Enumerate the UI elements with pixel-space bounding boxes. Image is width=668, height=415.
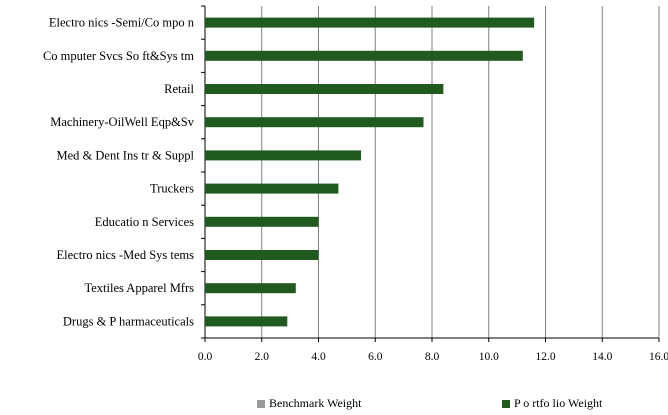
category-label: Truckers — [150, 182, 194, 196]
x-tick-label: 10.0 — [479, 351, 499, 363]
x-tick-label: 6.0 — [368, 351, 383, 363]
legend-portfolio-label: P o rtfo lio Weight — [514, 396, 603, 410]
x-tick-label: 4.0 — [311, 351, 326, 363]
portfolio-swatch — [502, 399, 510, 408]
benchmark-swatch — [257, 399, 265, 408]
x-tick-label: 0.0 — [198, 351, 213, 363]
x-tick-label: 12.0 — [535, 351, 555, 363]
portfolio-bar — [205, 84, 444, 94]
x-tick-label: 8.0 — [425, 351, 440, 363]
category-label: Drugs & P harmaceuticals — [63, 314, 194, 328]
portfolio-bar — [205, 183, 339, 194]
portfolio-bar — [205, 50, 523, 61]
bar-chart: 0.0 2.0 4.0 6.0 8.0 10.0 12.0 14.0 16.0 Electro n… — [43, 5, 668, 363]
portfolio-bar — [205, 17, 535, 28]
legend-benchmark-label: Benchmark Weight — [269, 396, 362, 410]
category-label: Educatio n Services — [95, 215, 194, 229]
x-tick-label: 16.0 — [649, 351, 668, 363]
portfolio-bar — [205, 316, 288, 327]
category-label: Retail — [164, 82, 194, 96]
portfolio-bar — [205, 250, 319, 260]
x-tick-label: 2.0 — [255, 351, 270, 363]
legend-portfolio-weight: P o rtfo lio Weight — [502, 396, 602, 411]
category-label: Electro nics -Med Sys tems — [57, 248, 195, 262]
category-label: Machinery-OilWell Eqp&Sv — [50, 115, 195, 129]
portfolio-bar — [205, 117, 424, 128]
x-tick-label: 14.0 — [592, 351, 612, 363]
category-label: Med & Dent Ins tr & Suppl — [57, 148, 195, 162]
portfolio-bar — [205, 216, 319, 227]
portfolio-bar — [205, 150, 362, 161]
category-label: Electro nics -Semi/Co mpo n — [49, 16, 195, 30]
category-label: Co mputer Svcs So ft&Sys tm — [43, 49, 194, 63]
legend-benchmark-weight: Benchmark Weight — [257, 396, 361, 411]
plot-area: 0.0 2.0 4.0 6.0 8.0 10.0 12.0 14.0 16.0 Electro n… — [43, 5, 668, 363]
portfolio-bar — [205, 283, 296, 294]
category-label: Textiles Apparel Mfrs — [84, 281, 194, 295]
